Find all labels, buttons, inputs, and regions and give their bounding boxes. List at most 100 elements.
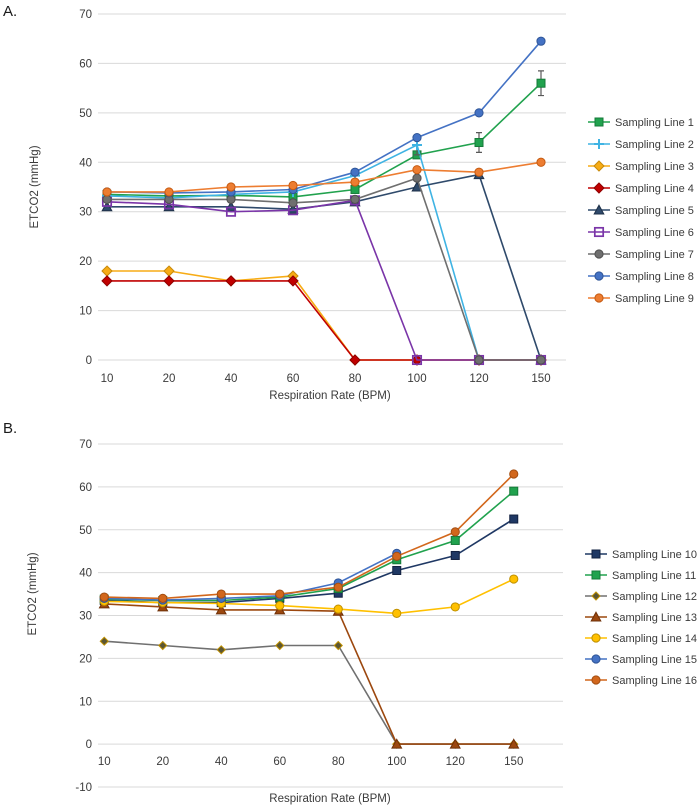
- x-tick-label: 20: [163, 373, 176, 385]
- legend-label: Sampling Line 15: [612, 654, 697, 666]
- x-tick-label: 40: [225, 373, 238, 385]
- circle-marker: [536, 355, 546, 365]
- legend-label: Sampling Line 8: [615, 271, 694, 283]
- legend-item: Sampling Line 16: [585, 675, 697, 687]
- circle-marker: [509, 469, 519, 479]
- y-tick-label: 10: [79, 696, 92, 708]
- y-tick-label: 10: [79, 306, 92, 318]
- x-tick-label: 120: [446, 756, 465, 768]
- circle-marker: [594, 271, 604, 281]
- y-tick-label: 30: [79, 611, 92, 623]
- circle-marker: [158, 593, 168, 603]
- y-tick-label: -10: [75, 782, 92, 794]
- legend-label: Sampling Line 13: [612, 612, 697, 624]
- square-marker: [591, 570, 601, 580]
- diamond-small-marker: [591, 591, 601, 601]
- x-tick-label: 60: [273, 756, 286, 768]
- legend-label: Sampling Line 9: [615, 293, 694, 305]
- circle-marker: [333, 582, 343, 592]
- panel_b-series-6: [99, 548, 402, 605]
- diamond-small-marker: [216, 645, 226, 655]
- legend-item: Sampling Line 2: [588, 139, 694, 151]
- legend-label: Sampling Line 14: [612, 633, 697, 645]
- x-tick-label: 60: [287, 373, 300, 385]
- x-tick-label: 20: [156, 756, 169, 768]
- legend-item: Sampling Line 6: [588, 226, 694, 239]
- diamond-marker: [101, 275, 113, 287]
- circle-marker: [536, 36, 546, 46]
- y-tick-label: 70: [79, 439, 92, 451]
- triangle-marker: [590, 611, 602, 622]
- square-open-marker: [593, 226, 605, 238]
- legend-label: Sampling Line 6: [615, 227, 694, 239]
- circle-marker: [392, 551, 402, 561]
- circle-marker: [99, 592, 109, 602]
- square-marker: [474, 138, 484, 148]
- square-marker: [350, 184, 360, 194]
- circle-marker: [350, 167, 360, 177]
- legend-item: Sampling Line 1: [588, 117, 694, 129]
- circle-marker: [288, 198, 298, 208]
- legend-label: Sampling Line 1: [615, 117, 694, 129]
- legend-label: Sampling Line 3: [615, 161, 694, 173]
- circle-marker: [350, 177, 360, 187]
- y-axis-title: ETCO2 (mmHg): [27, 552, 39, 635]
- x-tick-label: 40: [215, 756, 228, 768]
- panel-a-label: A.: [3, 3, 18, 20]
- legend-item: Sampling Line 8: [588, 271, 694, 283]
- diamond-marker: [593, 182, 605, 194]
- plus-marker: [594, 139, 604, 149]
- legend-item: Sampling Line 4: [588, 182, 694, 195]
- legend-label: Sampling Line 4: [615, 183, 694, 195]
- panel_a-series-9: [102, 157, 546, 197]
- square-open-marker: [225, 206, 237, 217]
- triangle-marker: [593, 204, 605, 215]
- diamond-marker: [101, 265, 113, 277]
- legend-item: Sampling Line 7: [588, 249, 694, 261]
- x-tick-label: 10: [101, 373, 114, 385]
- circle-marker: [509, 574, 519, 584]
- circle-marker: [594, 293, 604, 303]
- x-axis-title: Respiration Rate (BPM): [269, 793, 391, 805]
- legend-label: Sampling Line 5: [615, 205, 694, 217]
- x-tick-label: 100: [387, 756, 406, 768]
- legend-label: Sampling Line 10: [612, 549, 697, 561]
- legend-label: Sampling Line 16: [612, 675, 697, 687]
- diamond-small-marker: [158, 640, 168, 651]
- y-tick-label: 60: [79, 58, 92, 70]
- y-tick-label: 40: [79, 568, 92, 580]
- circle-marker: [450, 602, 460, 612]
- panel_b-series-7: [99, 469, 519, 603]
- circle-marker: [450, 527, 460, 537]
- legend-item: Sampling Line 15: [585, 654, 697, 666]
- circle-marker: [275, 589, 285, 599]
- diamond-small-marker: [275, 640, 285, 651]
- panel_b-series-5: [99, 574, 519, 618]
- x-axis-title: Respiration Rate (BPM): [269, 390, 391, 402]
- triangle-marker: [391, 738, 403, 749]
- panel_a: 0 10 20 30 40 50 60 70 10 20 40 60 80 100 120 150 Respir…: [29, 9, 694, 402]
- square-marker: [509, 514, 519, 524]
- panel_b-series-3: [99, 636, 519, 749]
- y-tick-label: 0: [86, 739, 92, 751]
- circle-marker: [288, 180, 298, 191]
- panel_a-grid: 0 10 20 30 40 50 60 70: [79, 9, 566, 367]
- panel_b-series-2: [99, 486, 519, 605]
- legend-item: Sampling Line 14: [585, 633, 697, 645]
- legend-item: Sampling Line 10: [585, 549, 697, 561]
- circle-marker: [412, 165, 422, 175]
- circle-marker: [102, 187, 112, 197]
- panel-b-label: B.: [3, 420, 18, 437]
- x-tick-label: 150: [531, 373, 550, 385]
- x-tick-label: 10: [98, 756, 111, 768]
- y-tick-label: 20: [79, 256, 92, 268]
- legend-item: Sampling Line 3: [588, 160, 694, 173]
- panel_b-legend: Sampling Line 10 Sampling Line 11 Sampling…: [585, 549, 697, 687]
- circle-marker: [164, 187, 174, 197]
- triangle-marker: [449, 738, 461, 749]
- legend-item: Sampling Line 5: [588, 204, 694, 217]
- circle-marker: [412, 132, 422, 143]
